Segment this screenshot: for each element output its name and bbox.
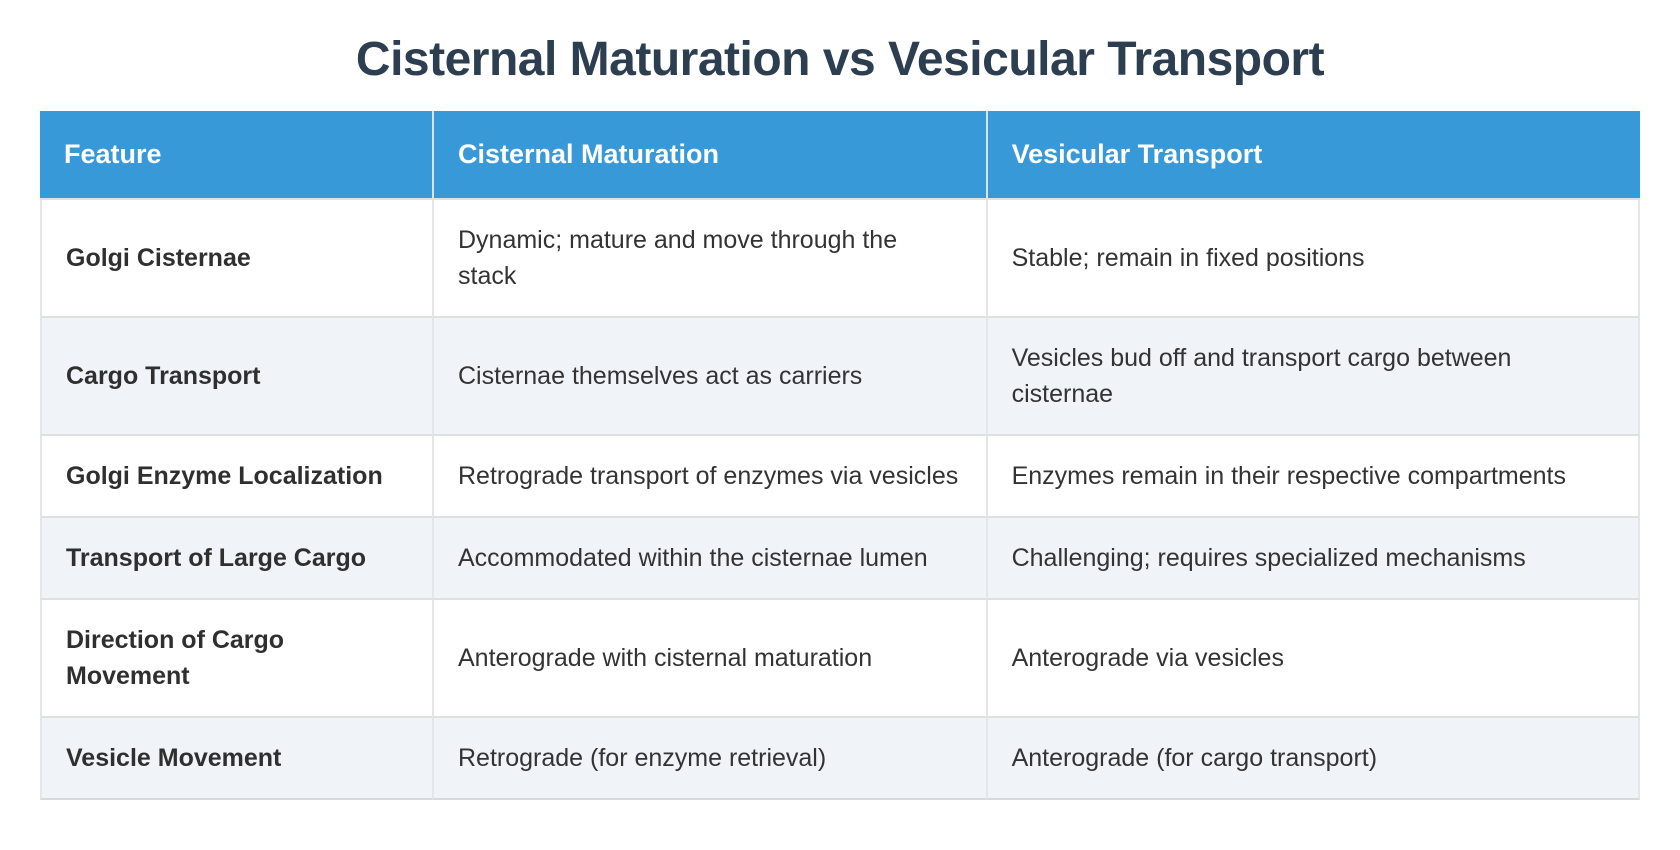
table-row: Cargo Transport Cisternae themselves act… [40, 318, 1640, 436]
cisternal-cell: Anterograde with cisternal maturation [432, 600, 986, 718]
comparison-table: Feature Cisternal Maturation Vesicular T… [40, 111, 1640, 800]
feature-cell: Vesicle Movement [40, 718, 432, 800]
feature-cell: Golgi Cisternae [40, 200, 432, 318]
vesicular-cell: Challenging; requires specialized mechan… [985, 518, 1640, 600]
table-row: Golgi Enzyme Localization Retrograde tra… [40, 436, 1640, 518]
vesicular-cell: Stable; remain in fixed positions [985, 200, 1640, 318]
cisternal-cell: Retrograde transport of enzymes via vesi… [432, 436, 986, 518]
feature-cell: Cargo Transport [40, 318, 432, 436]
table-row: Transport of Large Cargo Accommodated wi… [40, 518, 1640, 600]
table-row: Golgi Cisternae Dynamic; mature and move… [40, 200, 1640, 318]
column-header-cisternal-maturation: Cisternal Maturation [432, 111, 986, 200]
table-row: Direction of Cargo Movement Anterograde … [40, 600, 1640, 718]
feature-cell: Direction of Cargo Movement [40, 600, 432, 718]
vesicular-cell: Anterograde via vesicles [985, 600, 1640, 718]
cisternal-cell: Cisternae themselves act as carriers [432, 318, 986, 436]
cisternal-cell: Accommodated within the cisternae lumen [432, 518, 986, 600]
table-header-row: Feature Cisternal Maturation Vesicular T… [40, 111, 1640, 200]
page-title: Cisternal Maturation vs Vesicular Transp… [355, 33, 1325, 86]
cisternal-cell: Dynamic; mature and move through the sta… [432, 200, 986, 318]
feature-cell: Golgi Enzyme Localization [40, 436, 432, 518]
table-row: Vesicle Movement Retrograde (for enzyme … [40, 718, 1640, 800]
cisternal-cell: Retrograde (for enzyme retrieval) [432, 718, 986, 800]
vesicular-cell: Enzymes remain in their respective compa… [985, 436, 1640, 518]
column-header-feature: Feature [40, 111, 432, 200]
vesicular-cell: Vesicles bud off and transport cargo bet… [985, 318, 1640, 436]
vesicular-cell: Anterograde (for cargo transport) [985, 718, 1640, 800]
feature-cell: Transport of Large Cargo [40, 518, 432, 600]
column-header-vesicular-transport: Vesicular Transport [985, 111, 1640, 200]
